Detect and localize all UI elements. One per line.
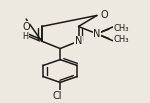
- Text: O: O: [100, 10, 108, 20]
- Text: H: H: [22, 32, 28, 41]
- Text: O: O: [22, 22, 30, 32]
- Text: CH₃: CH₃: [113, 35, 129, 44]
- Text: N: N: [75, 36, 82, 46]
- Text: CH₃: CH₃: [113, 24, 129, 33]
- Text: N: N: [93, 29, 101, 39]
- Text: Cl: Cl: [52, 91, 62, 101]
